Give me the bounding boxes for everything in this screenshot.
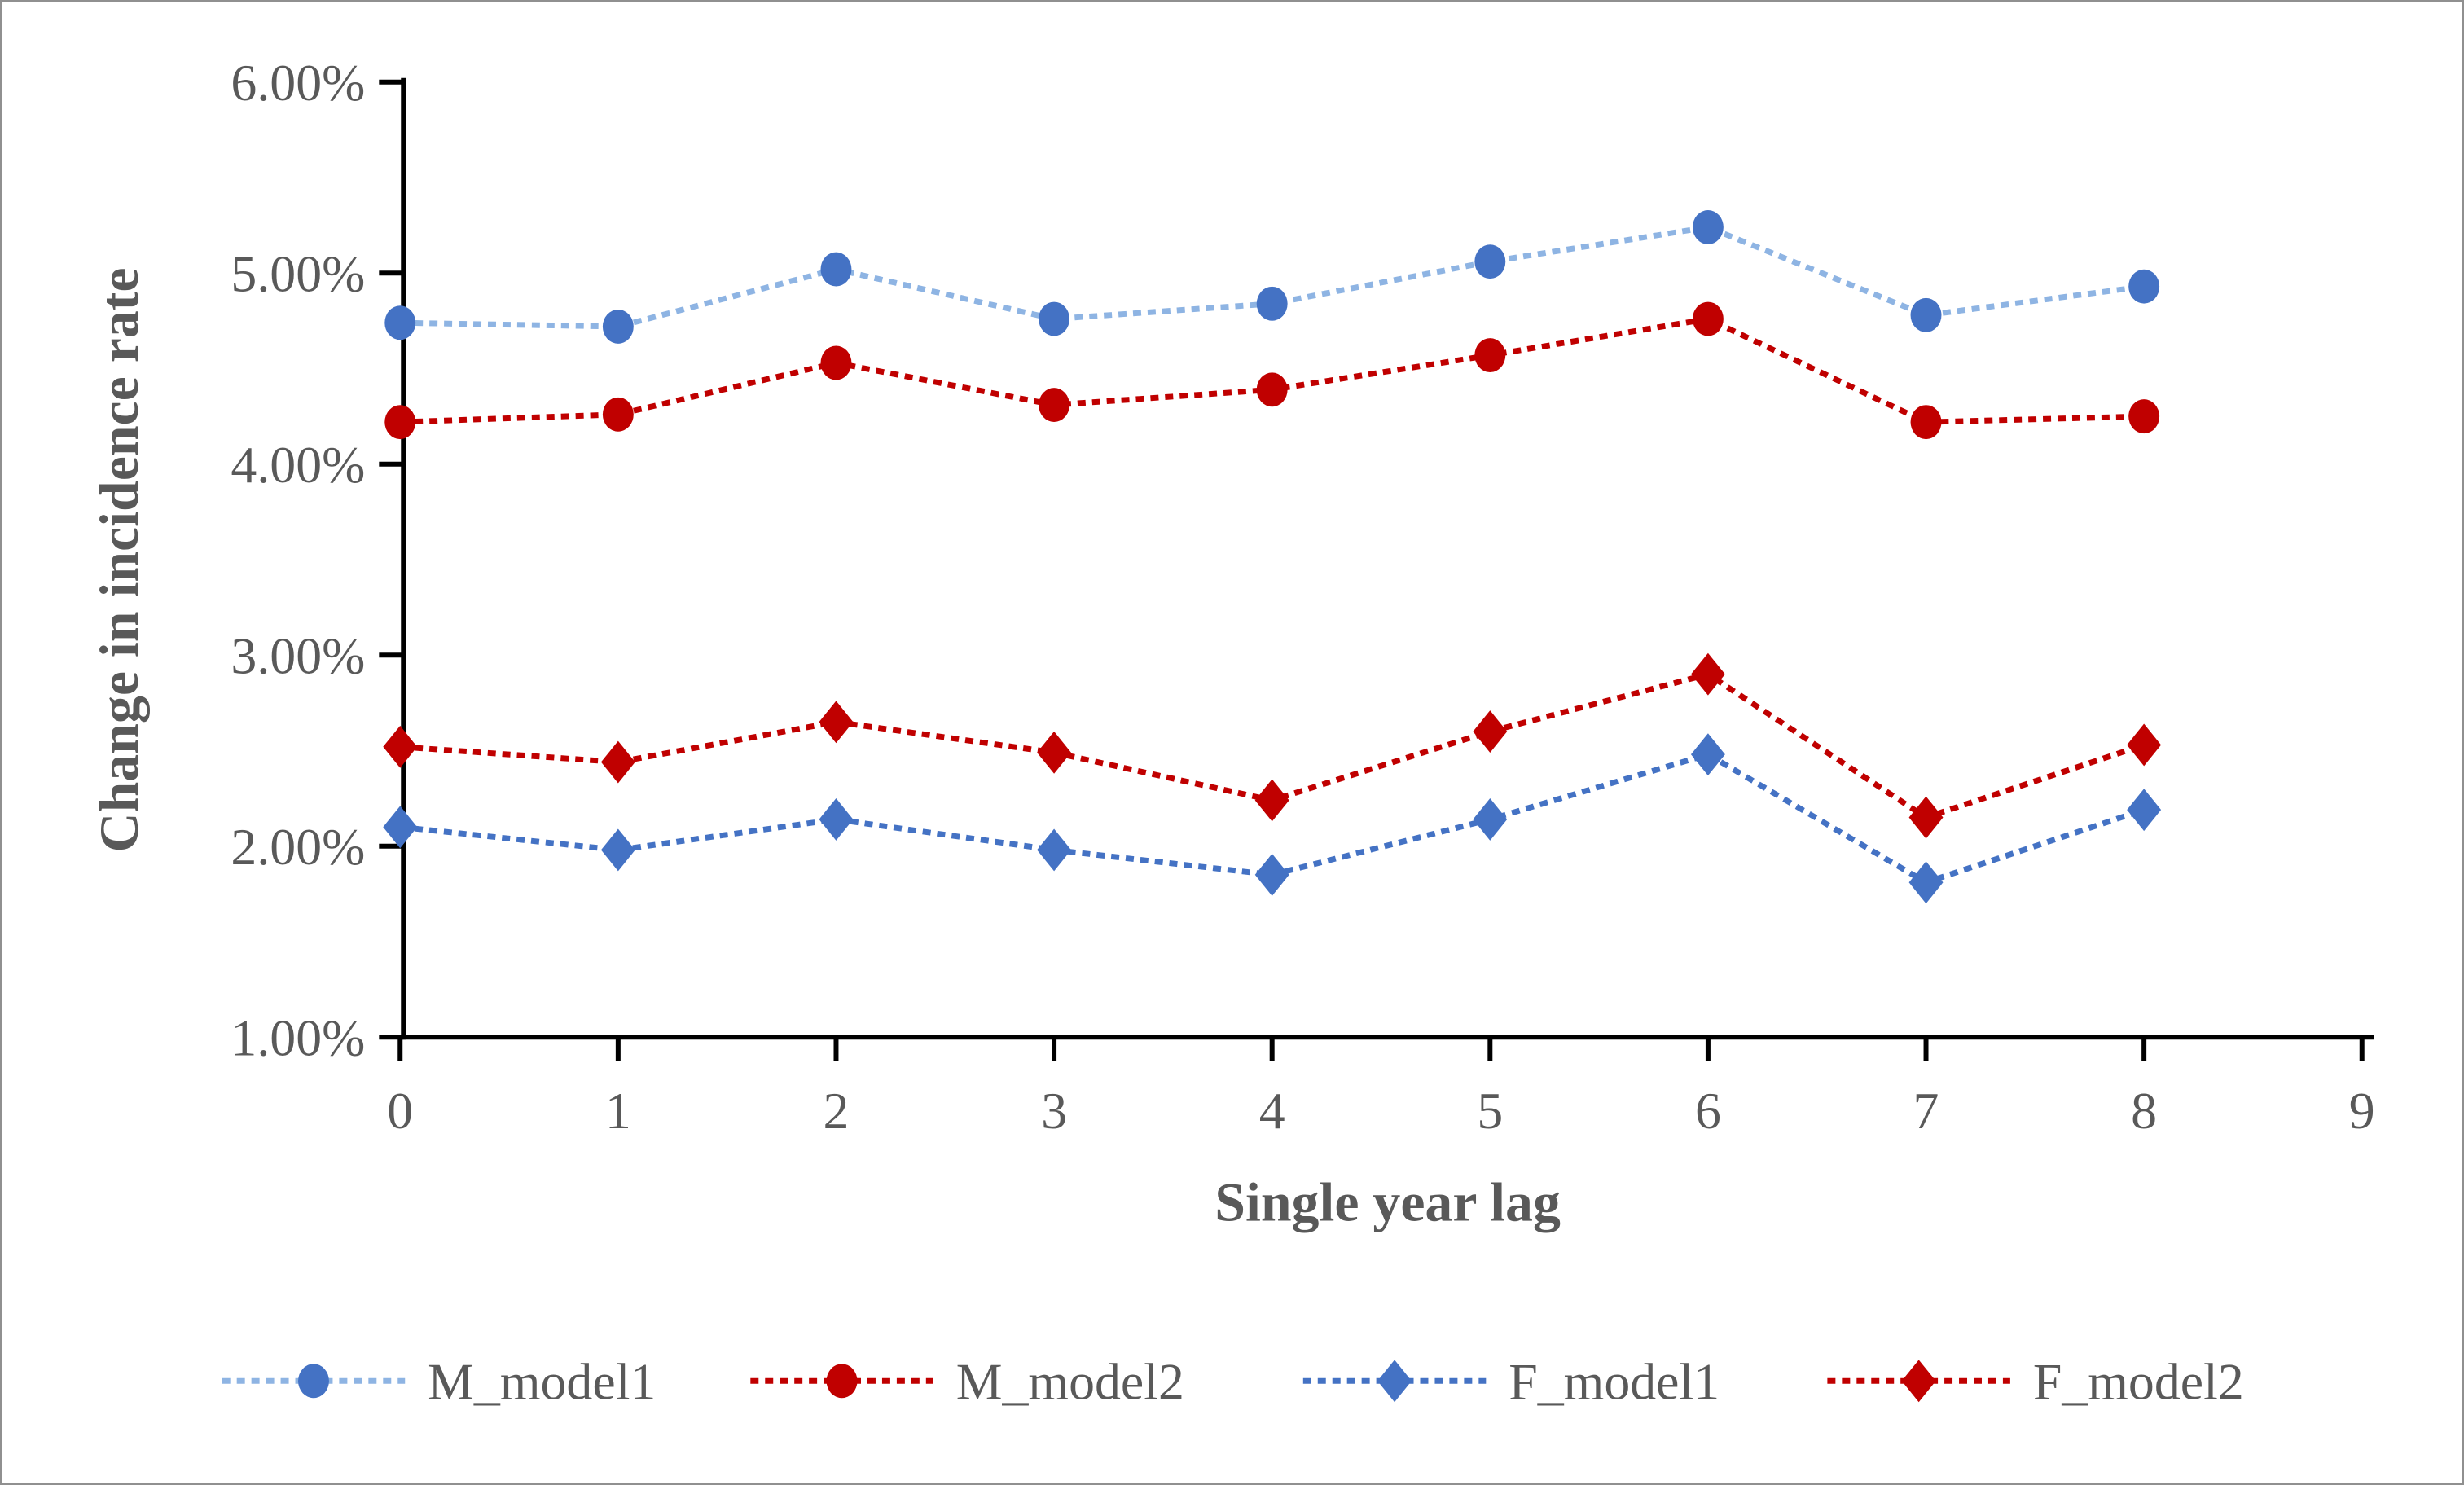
data-point-M_model2-7: [1910, 405, 1942, 440]
data-point-M_model1-0: [384, 305, 416, 340]
legend-marker-M_model2: [826, 1364, 858, 1399]
x-tick-label: 8: [2131, 1082, 2157, 1140]
y-tick-label: 5.00%: [231, 245, 365, 303]
data-point-F_model2-3: [1037, 731, 1072, 774]
legend-marker-F_model1: [1377, 1360, 1412, 1403]
data-point-M_model2-5: [1474, 338, 1506, 373]
data-point-F_model1-2: [819, 797, 854, 841]
data-point-M_model2-4: [1256, 372, 1288, 407]
series-M_model2: [384, 301, 2160, 440]
legend-label-F_model1: F_model1: [1509, 1353, 1720, 1411]
y-axis-title: Change in incidence rate: [89, 268, 150, 853]
data-point-M_model1-6: [1692, 210, 1724, 244]
y-tick-label: 2.00%: [231, 818, 365, 876]
data-point-F_model2-2: [819, 701, 854, 744]
data-point-M_model2-2: [820, 345, 852, 380]
series-F_model2: [383, 652, 2162, 839]
y-tick-label: 6.00%: [231, 54, 365, 112]
x-tick-label: 1: [605, 1082, 631, 1140]
legend-label-F_model2: F_model2: [2033, 1353, 2244, 1411]
x-axis-title: Single year lag: [1214, 1172, 1561, 1233]
data-point-F_model2-5: [1473, 710, 1508, 753]
x-tick-label: 5: [1477, 1082, 1503, 1140]
data-point-M_model1-2: [820, 252, 852, 287]
data-point-F_model1-1: [600, 828, 635, 872]
y-tick-label: 3.00%: [231, 627, 365, 685]
data-point-M_model2-1: [602, 397, 634, 432]
data-point-M_model2-3: [1039, 388, 1070, 423]
legend-marker-M_model1: [298, 1364, 329, 1399]
data-point-F_model1-5: [1473, 797, 1508, 841]
data-point-F_model2-0: [383, 725, 418, 768]
data-point-M_model1-7: [1910, 297, 1942, 332]
data-point-F_model1-4: [1254, 853, 1289, 896]
data-point-F_model1-6: [1690, 733, 1725, 776]
legend-item-F_model2: F_model2: [1827, 1353, 2244, 1411]
data-point-F_model1-3: [1037, 828, 1072, 872]
data-point-M_model1-4: [1256, 286, 1288, 321]
legend-label-M_model1: M_model1: [428, 1353, 656, 1411]
legend-label-M_model2: M_model2: [956, 1353, 1184, 1411]
legend-item-M_model1: M_model1: [222, 1353, 656, 1411]
x-tick-label: 7: [1913, 1082, 1939, 1140]
legend-marker-F_model2: [1901, 1360, 1936, 1403]
x-tick-label: 3: [1041, 1082, 1067, 1140]
y-tick-label: 4.00%: [231, 436, 365, 494]
data-point-F_model2-7: [1908, 796, 1944, 839]
data-point-M_model1-8: [2128, 269, 2160, 304]
legend-item-M_model2: M_model2: [750, 1353, 1184, 1411]
data-point-M_model2-6: [1692, 301, 1724, 336]
data-point-M_model2-8: [2128, 399, 2160, 434]
x-tick-label: 4: [1259, 1082, 1285, 1140]
legend-item-F_model1: F_model1: [1302, 1353, 1720, 1411]
data-point-F_model1-7: [1908, 861, 1944, 904]
x-tick-label: 2: [824, 1082, 850, 1140]
data-point-F_model2-4: [1254, 779, 1289, 822]
x-tick-label: 9: [2349, 1082, 2375, 1140]
data-point-F_model2-8: [2127, 723, 2162, 767]
data-point-F_model1-8: [2127, 789, 2162, 832]
data-point-M_model1-3: [1039, 301, 1070, 336]
series-layer: [383, 210, 2162, 904]
data-point-M_model2-0: [384, 405, 416, 440]
series-F_model1: [383, 733, 2162, 904]
x-tick-label: 0: [387, 1082, 413, 1140]
y-tick-label: 1.00%: [231, 1009, 365, 1067]
x-tick-label: 6: [1695, 1082, 1721, 1140]
data-point-M_model1-5: [1474, 244, 1506, 279]
data-point-F_model2-1: [600, 740, 635, 784]
legend: M_model1 M_model2 F_model1 F_model2: [222, 1353, 2244, 1411]
data-point-F_model1-0: [383, 806, 418, 849]
axes-layer: 1.00% 2.00% 3.00% 4.00% 5.00% 6.00% 0 1 2 3 4 5 6 7 8 9: [231, 54, 2374, 1140]
data-point-M_model1-1: [602, 309, 634, 344]
series-M_model1: [384, 210, 2160, 344]
data-point-F_model2-6: [1690, 652, 1725, 696]
